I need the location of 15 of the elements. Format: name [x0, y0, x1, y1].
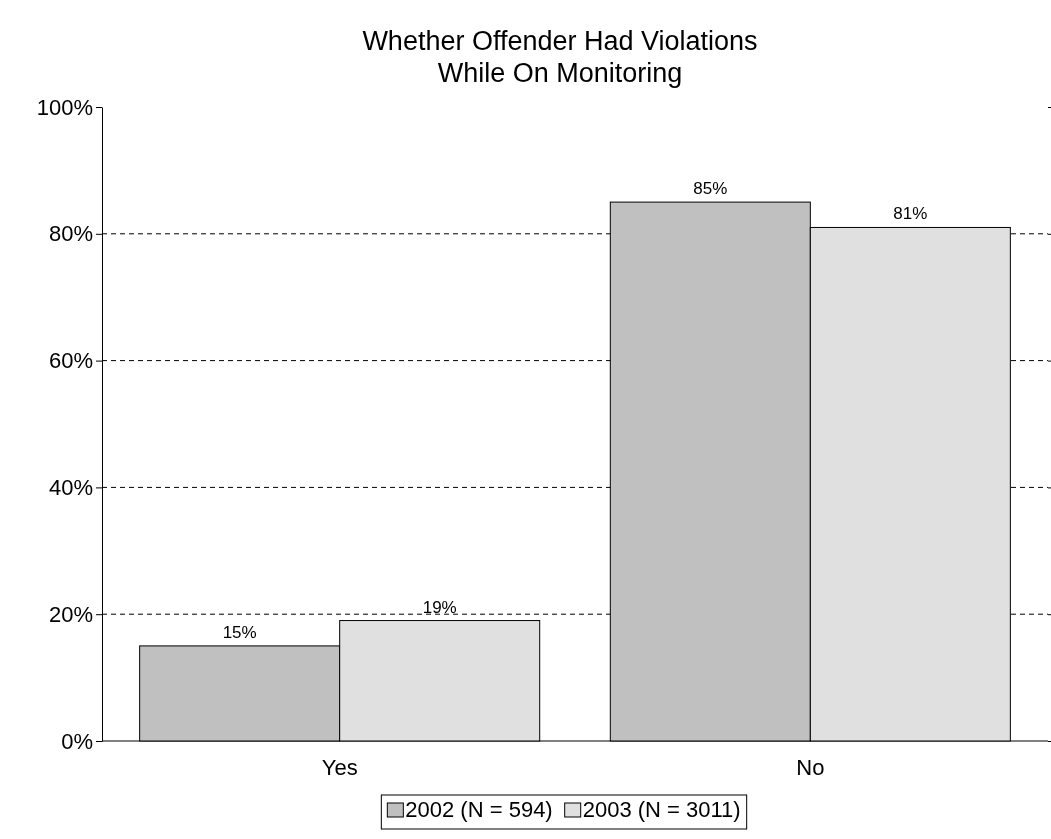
- y-tick-label: 20%: [48, 601, 93, 627]
- y-tick-label: 60%: [48, 348, 93, 374]
- y-tick-label: 0%: [61, 728, 93, 754]
- data-label: 15%: [222, 622, 257, 642]
- x-tick-label: No: [796, 754, 825, 780]
- data-label: 81%: [893, 204, 928, 224]
- chart-title: Whether Offender Had Violations While On Monitoring: [362, 26, 758, 88]
- y-tick-label: 40%: [48, 474, 93, 500]
- legend-label: 2003 (N = 3011): [582, 797, 741, 822]
- legend-label: 2002 (N = 594): [405, 797, 553, 822]
- y-tick-label: 100%: [36, 94, 93, 120]
- data-label: 85%: [693, 179, 728, 199]
- data-label: 19%: [422, 597, 457, 617]
- x-tick-label: Yes: [321, 754, 358, 780]
- y-tick-label: 80%: [48, 221, 93, 247]
